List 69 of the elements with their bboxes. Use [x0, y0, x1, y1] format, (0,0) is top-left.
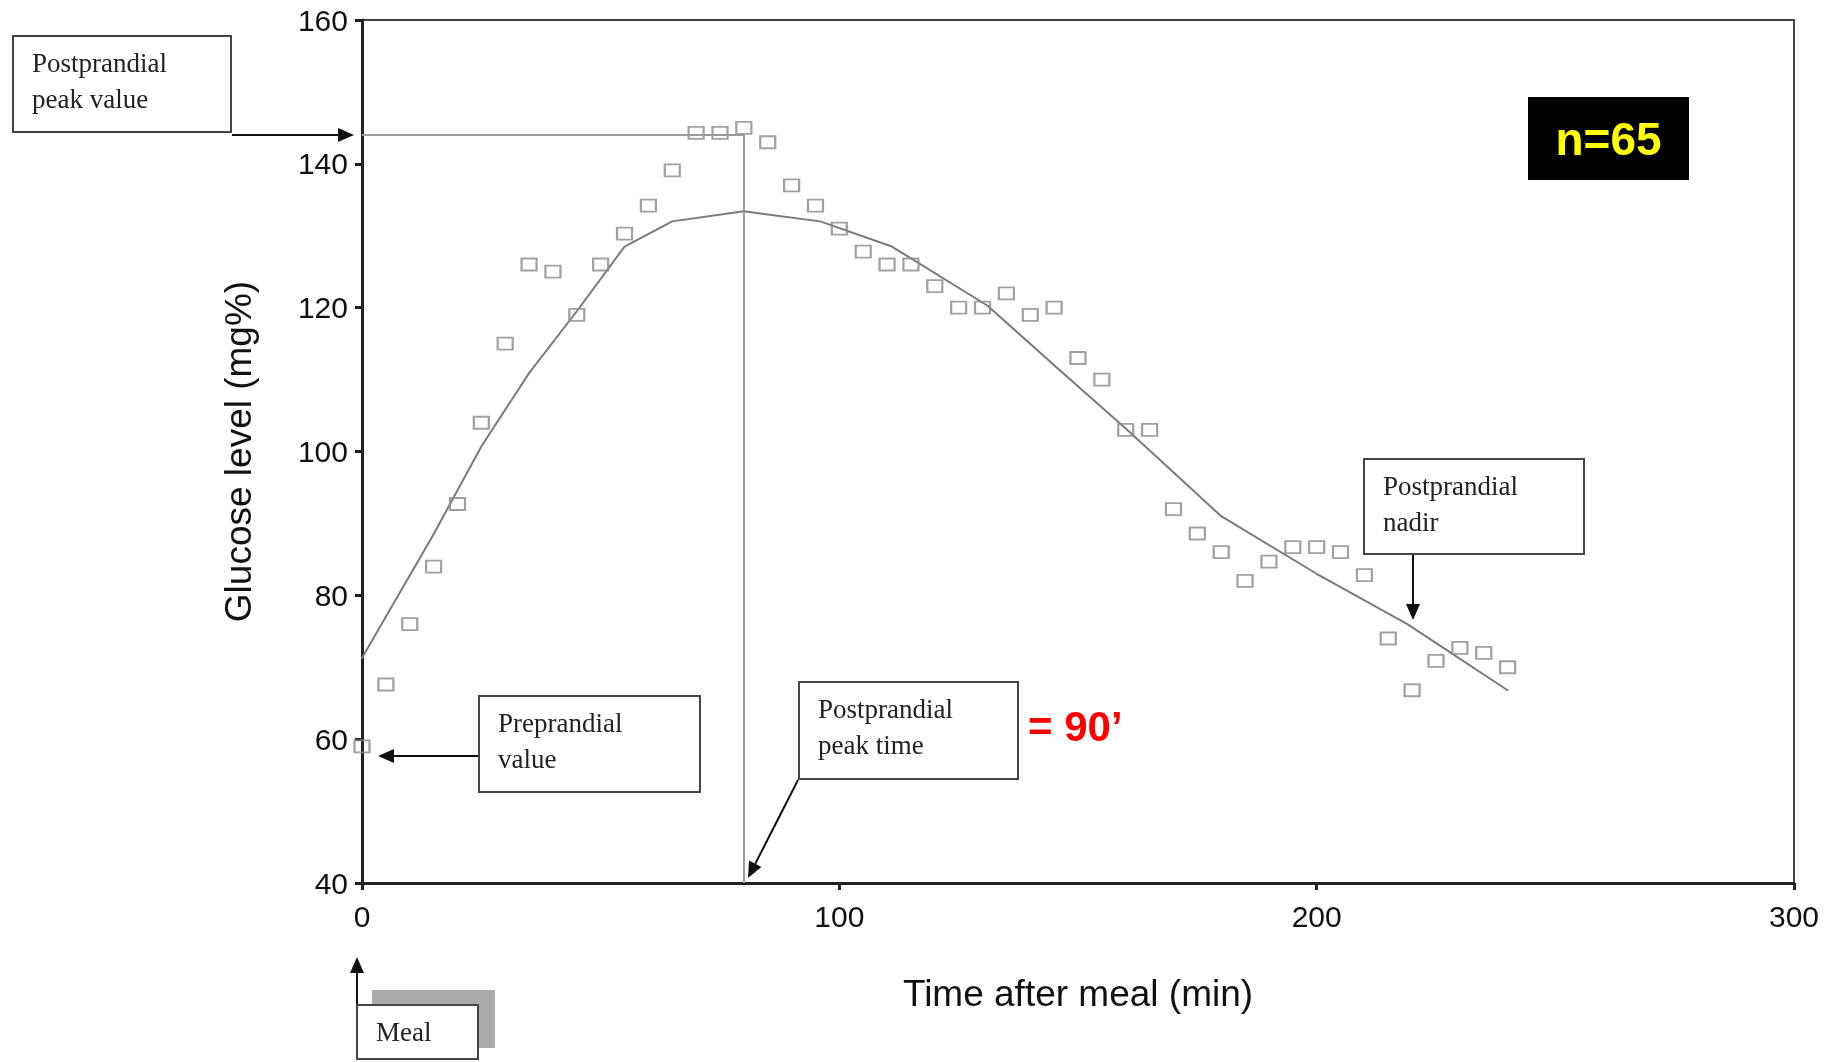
point: [1093, 372, 1111, 387]
y-tick-label: 40: [314, 866, 348, 900]
point: [639, 198, 657, 213]
point: [1212, 545, 1230, 560]
point: [711, 125, 729, 140]
point: [1236, 573, 1254, 588]
y-axis-title: Glucose level (mg%): [218, 280, 259, 623]
point: [1451, 640, 1469, 655]
point: [974, 300, 992, 315]
y-tick-label: 120: [297, 291, 348, 325]
point: [950, 300, 968, 315]
point: [735, 120, 753, 135]
point: [425, 559, 443, 574]
text: Postprandial peak value: [12, 35, 232, 133]
point: [1188, 526, 1206, 541]
point: [1284, 540, 1302, 555]
x-tick-label: 200: [1291, 899, 1342, 933]
point: [1308, 540, 1326, 555]
point: [1141, 422, 1159, 437]
point: [616, 226, 634, 241]
point: [568, 307, 586, 322]
point: [1403, 683, 1421, 698]
annotation: Preprandial value: [478, 695, 701, 793]
point: [377, 677, 395, 692]
point: [1332, 545, 1350, 560]
point: [1021, 307, 1039, 322]
y-tick-label: 140: [297, 147, 348, 181]
point: [1117, 422, 1135, 437]
point: [1475, 645, 1493, 660]
point: [520, 257, 538, 272]
annotation: = 90’: [1028, 702, 1123, 752]
annotation: Postprandial peak time: [798, 681, 1019, 780]
point: [544, 264, 562, 279]
point: [1427, 653, 1445, 668]
x-tick-label: 100: [814, 899, 865, 933]
y-tick-label: 80: [314, 578, 348, 612]
point: [1499, 660, 1517, 675]
point: [663, 163, 681, 178]
point: [783, 178, 801, 193]
point: [1069, 351, 1087, 366]
annotation: Postprandial nadir: [1363, 458, 1585, 555]
point: [592, 257, 610, 272]
point: [448, 497, 466, 511]
point: [997, 286, 1015, 301]
annotation: n=65: [1528, 97, 1689, 180]
point: [687, 125, 705, 140]
point: [496, 336, 514, 351]
point: [353, 739, 371, 754]
point: [401, 617, 419, 632]
x-axis-title: Time after meal (min): [902, 973, 1254, 1014]
point: [1355, 568, 1373, 583]
x-tick-label: 300: [1768, 899, 1820, 933]
text: Meal: [356, 1004, 479, 1060]
point: [854, 244, 872, 259]
point: [1045, 300, 1063, 315]
point: [878, 257, 896, 272]
point: [759, 135, 777, 150]
x-tick-label: 0: [353, 899, 371, 933]
point: [902, 257, 920, 272]
point: [472, 415, 490, 430]
y-tick-label: 100: [297, 435, 348, 468]
point: [1379, 631, 1397, 646]
y-tick-label: 60: [314, 722, 348, 756]
point: [830, 221, 848, 236]
point: [1164, 502, 1182, 517]
y-tick-label: 160: [297, 3, 348, 37]
point: [926, 279, 944, 294]
point: [1260, 554, 1278, 569]
point: [806, 198, 824, 213]
